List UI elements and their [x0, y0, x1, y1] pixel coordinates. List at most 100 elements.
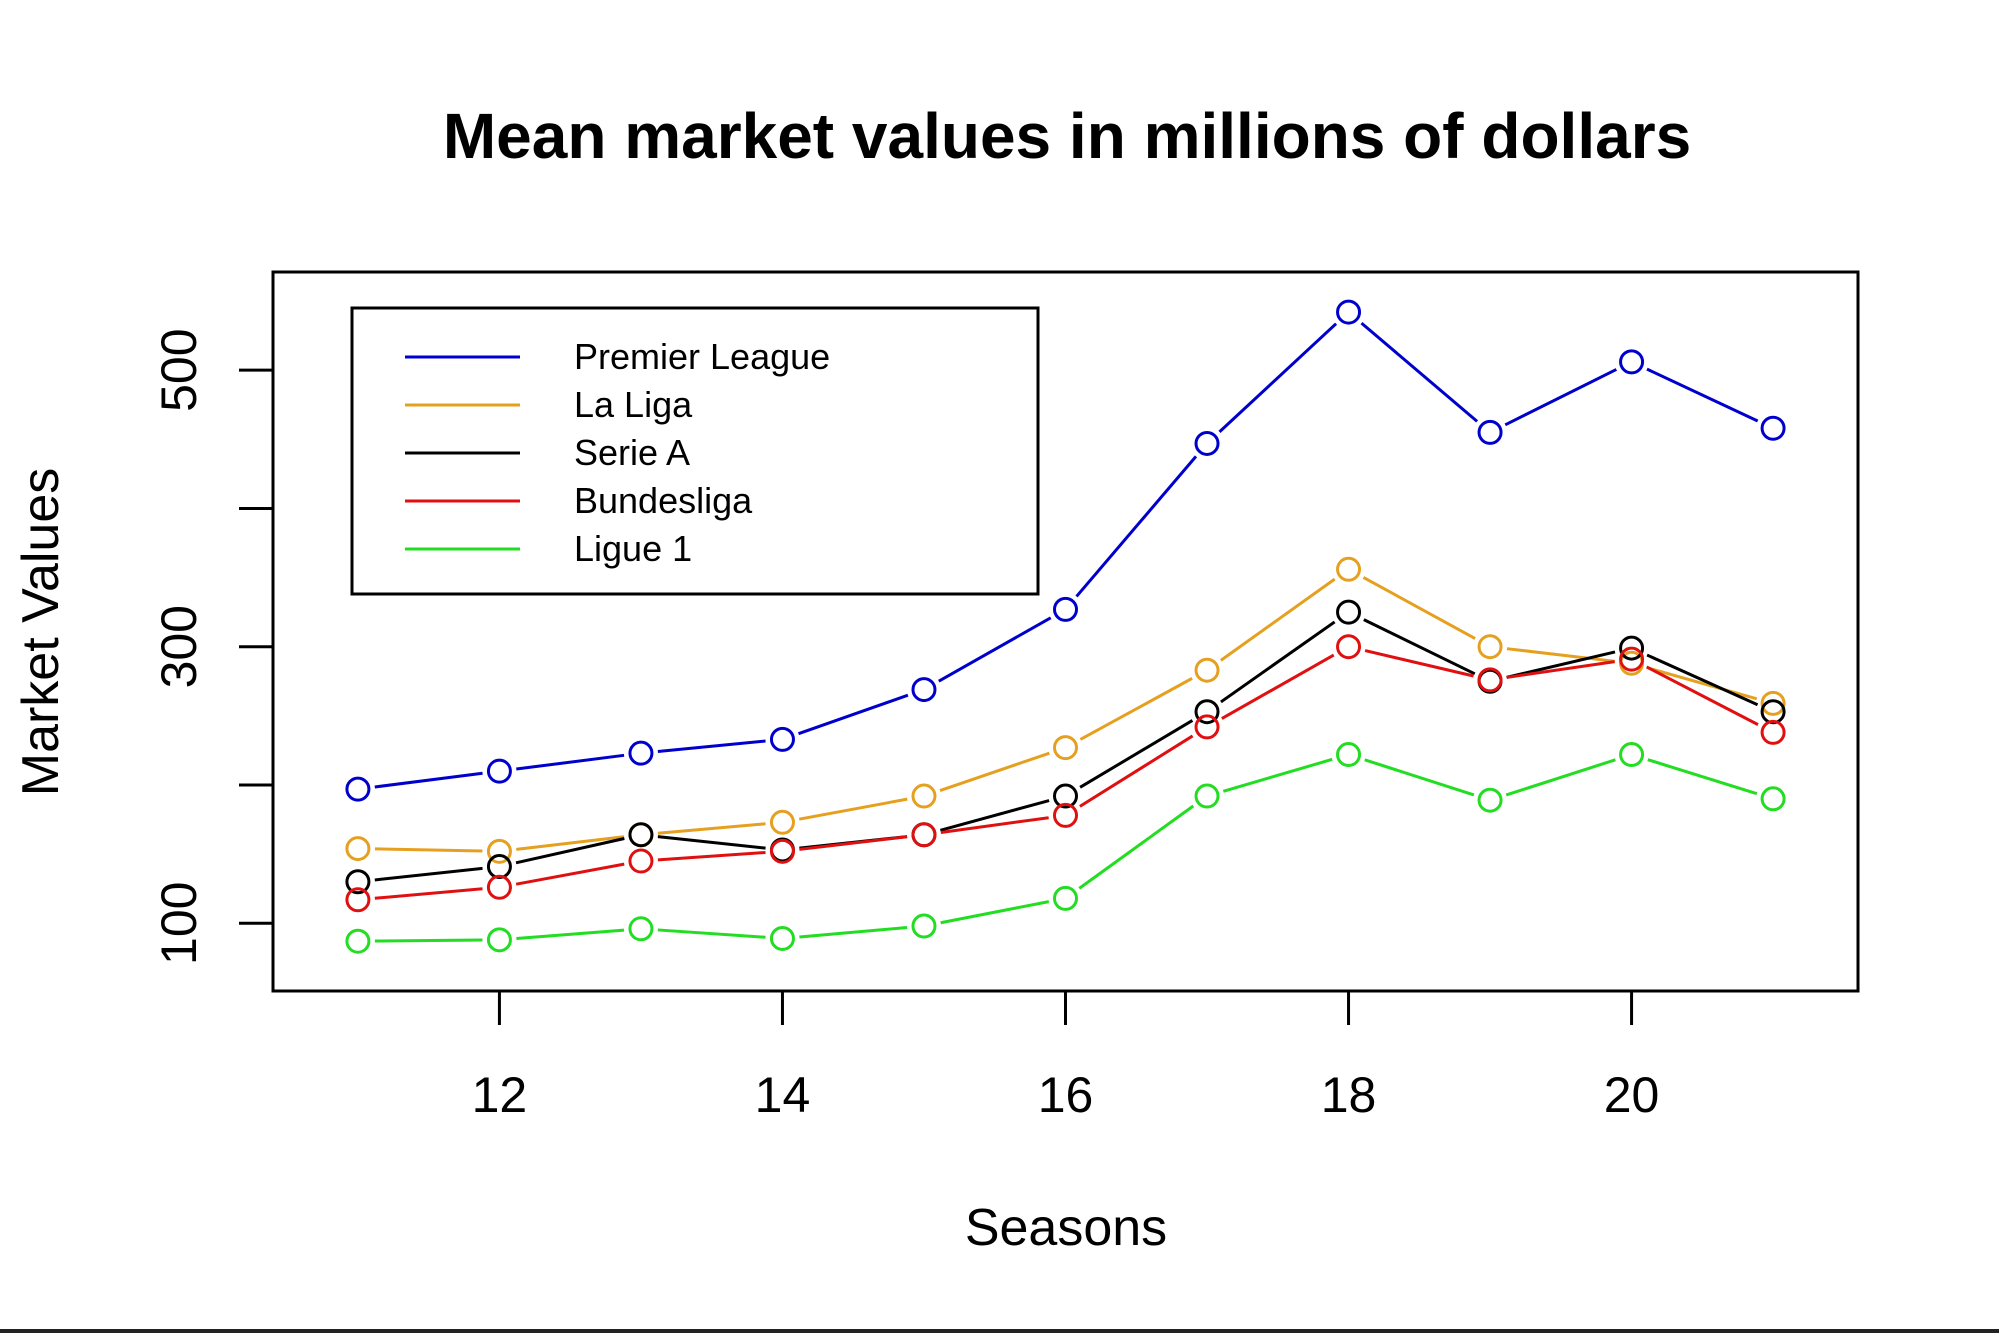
- x-tick-label: 18: [1321, 1067, 1377, 1123]
- series-line-segment: [1219, 577, 1336, 662]
- series-line-segment: [657, 851, 766, 862]
- data-point: [628, 740, 654, 766]
- series-line-segment: [374, 887, 483, 900]
- data-point: [1619, 635, 1645, 661]
- data-point: [1760, 690, 1786, 716]
- series-line-segment: [1075, 455, 1198, 598]
- series-line-segment: [1222, 757, 1333, 793]
- data-point: [1477, 419, 1503, 445]
- data-point: [486, 927, 512, 953]
- legend-label: Premier League: [574, 336, 830, 377]
- series-line-segment: [1079, 719, 1194, 789]
- series-line-segment: [1360, 321, 1479, 423]
- series-serie-a: [345, 599, 1786, 895]
- data-point: [1336, 299, 1362, 325]
- data-point: [345, 928, 371, 954]
- series-line-segment: [799, 835, 908, 851]
- y-tick-label: 500: [151, 328, 207, 411]
- x-tick-label: 16: [1038, 1067, 1094, 1123]
- series-line-segment: [374, 771, 483, 789]
- data-point: [1194, 783, 1220, 809]
- data-point: [1619, 349, 1645, 375]
- data-point: [769, 809, 795, 835]
- y-tick-label: 100: [151, 882, 207, 965]
- data-point: [486, 758, 512, 784]
- series-group: [345, 299, 1786, 954]
- series-line-segment: [1646, 653, 1759, 707]
- legend-label: Serie A: [574, 432, 690, 473]
- data-point: [1053, 783, 1078, 809]
- x-axis: 12 14 16 18 20: [472, 991, 1660, 1123]
- x-axis-label: Seasons: [965, 1199, 1167, 1257]
- series-line-segment: [798, 797, 908, 821]
- series-line-segment: [1221, 653, 1335, 720]
- x-tick-label: 14: [755, 1067, 811, 1123]
- data-point: [769, 925, 795, 951]
- data-point: [1053, 735, 1078, 761]
- series-line-segment: [1078, 804, 1195, 890]
- data-point: [345, 836, 371, 862]
- y-tick-label: 300: [151, 605, 207, 688]
- series-line-segment: [1079, 677, 1193, 741]
- chart-title: Mean market values in millions of dollar…: [443, 100, 1691, 172]
- data-point: [1477, 667, 1503, 693]
- series-line-segment: [939, 799, 1050, 832]
- series-line-segment: [515, 862, 625, 886]
- series-line-segment: [938, 616, 1052, 683]
- legend-label: Ligue 1: [574, 528, 692, 569]
- series-line-segment: [1506, 650, 1616, 679]
- series-bundesliga: [345, 634, 1786, 913]
- data-point: [486, 874, 512, 900]
- data-point: [345, 887, 371, 913]
- series-line-segment: [657, 928, 766, 939]
- series-line-segment: [1505, 758, 1616, 797]
- data-point: [1336, 599, 1362, 625]
- data-point: [1760, 719, 1786, 745]
- series-line-segment: [516, 753, 625, 771]
- legend-label: Bundesliga: [574, 480, 753, 521]
- x-tick-label: 20: [1604, 1067, 1660, 1123]
- data-point: [1336, 556, 1362, 582]
- series-line-segment: [1079, 734, 1194, 808]
- data-point: [1336, 634, 1362, 660]
- series-line-segment: [657, 739, 766, 754]
- series-line-segment: [1218, 322, 1338, 433]
- series-line-segment: [374, 938, 483, 943]
- series-line-segment: [374, 847, 483, 853]
- data-point: [628, 916, 654, 942]
- series-ligue-1: [345, 742, 1786, 954]
- legend-label: La Liga: [574, 384, 693, 425]
- series-line-segment: [1504, 368, 1618, 427]
- series-line-segment: [1506, 647, 1615, 663]
- bottom-divider: [0, 1329, 1999, 1333]
- data-point: [345, 776, 371, 802]
- data-point: [1194, 657, 1220, 683]
- data-point: [1477, 787, 1503, 813]
- data-point: [769, 726, 795, 752]
- series-la-liga: [345, 556, 1786, 864]
- series-line-segment: [515, 837, 625, 865]
- data-point: [911, 783, 937, 809]
- series-line-segment: [1646, 367, 1759, 423]
- data-point: [486, 854, 512, 880]
- data-point: [1194, 430, 1220, 456]
- y-axis-label: Market Values: [12, 468, 70, 797]
- series-line-segment: [1364, 758, 1475, 797]
- legend: Premier League La Liga Serie A Bundesliga Li…: [350, 306, 1040, 596]
- data-point: [911, 822, 937, 848]
- series-line-segment: [1362, 576, 1476, 640]
- series-line-segment: [516, 928, 625, 941]
- data-point: [1619, 646, 1645, 672]
- series-premier-league: [345, 299, 1786, 802]
- series-line-segment: [657, 835, 766, 850]
- series-line-segment: [799, 926, 908, 939]
- data-point: [769, 838, 795, 864]
- series-line-segment: [657, 822, 766, 835]
- data-point: [1477, 634, 1503, 660]
- series-line-segment: [1647, 666, 1758, 701]
- series-line-segment: [516, 835, 625, 851]
- series-line-segment: [940, 900, 1050, 925]
- data-point: [345, 869, 371, 895]
- series-line-segment: [1645, 665, 1759, 726]
